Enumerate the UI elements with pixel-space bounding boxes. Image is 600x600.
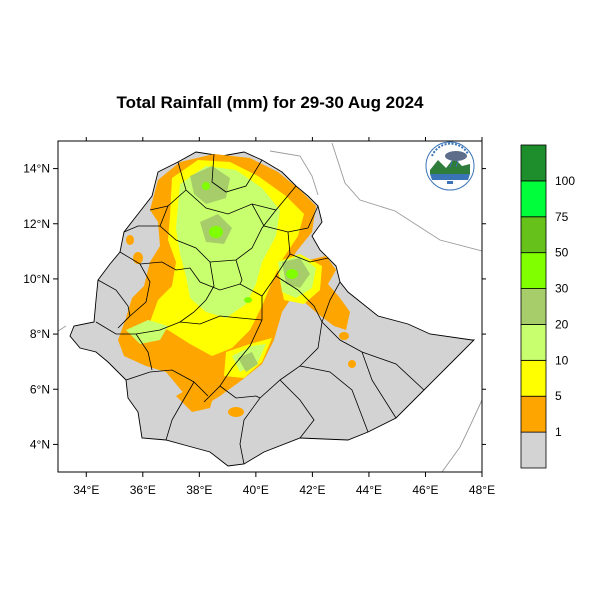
- legend-label: 30: [555, 282, 569, 296]
- rain-spot-orange-3: [133, 252, 143, 264]
- legend-swatch: [520, 252, 547, 289]
- lat-tick-label: 12°N: [23, 217, 50, 231]
- rain-zone-sage-north: [190, 166, 230, 204]
- latitude-axis: 4°N 6°N 8°N 10°N 12°N 14°N: [23, 162, 486, 451]
- legend-label: 100: [555, 174, 575, 188]
- admin-boundaries: [95, 153, 425, 465]
- rain-spot-orange-5: [339, 332, 349, 340]
- legend-label: 1: [555, 425, 562, 439]
- lat-tick-label: 6°N: [30, 382, 50, 396]
- legend-label: 20: [555, 317, 569, 331]
- rain-spot-orange-4: [126, 235, 134, 245]
- rainfall-field: [118, 154, 356, 417]
- legend-swatch: [520, 431, 547, 469]
- lon-tick-label: 46°E: [412, 483, 438, 497]
- rain-spot-orange-1: [228, 407, 244, 417]
- legend-label: 75: [555, 210, 569, 224]
- legend-swatch: [520, 395, 547, 433]
- legend-swatch: [520, 288, 547, 325]
- legend-swatch: [520, 359, 547, 397]
- legend-swatch: [520, 216, 547, 254]
- neighbour-borders: [58, 142, 482, 472]
- rain-spot-brightgreen-1: [209, 226, 223, 238]
- lat-tick-label: 10°N: [23, 272, 50, 286]
- lat-tick-label: 14°N: [23, 162, 50, 176]
- lon-tick-label: 44°E: [356, 483, 382, 497]
- rain-zone-orange-south: [176, 384, 214, 412]
- map-frame: [57, 140, 483, 473]
- rain-spot-brightgreen-3: [202, 182, 210, 190]
- legend-label: 5: [555, 389, 562, 403]
- legend-label: 10: [555, 353, 569, 367]
- lat-tick-label: 4°N: [30, 437, 50, 451]
- map-plot-area: [58, 142, 482, 472]
- lon-tick-label: 34°E: [73, 483, 99, 497]
- lon-tick-label: 38°E: [186, 483, 212, 497]
- lat-tick-label: 8°N: [30, 327, 50, 341]
- longitude-axis: 34°E 36°E 38°E 40°E 42°E 44°E 46°E 48°E: [73, 137, 495, 497]
- rainfall-legend: 1 5 10 20 30 50 75 100: [520, 144, 575, 469]
- ethiopian-meteorology-institute-logo: [425, 141, 475, 191]
- legend-label: 50: [555, 246, 569, 260]
- lon-tick-label: 40°E: [243, 483, 269, 497]
- legend-swatch: [520, 144, 547, 182]
- lon-tick-label: 36°E: [130, 483, 156, 497]
- legend-swatch: [520, 180, 547, 218]
- map-title: Total Rainfall (mm) for 29-30 Aug 2024: [116, 93, 424, 112]
- legend-swatch: [520, 324, 547, 361]
- lon-tick-label: 48°E: [469, 483, 495, 497]
- lon-tick-label: 42°E: [299, 483, 325, 497]
- rain-zone-sage-south: [238, 352, 258, 372]
- rain-spot-brightgreen-2: [286, 269, 298, 279]
- rain-spot-brightgreen-4: [244, 297, 252, 303]
- rain-spot-orange-2: [348, 360, 356, 368]
